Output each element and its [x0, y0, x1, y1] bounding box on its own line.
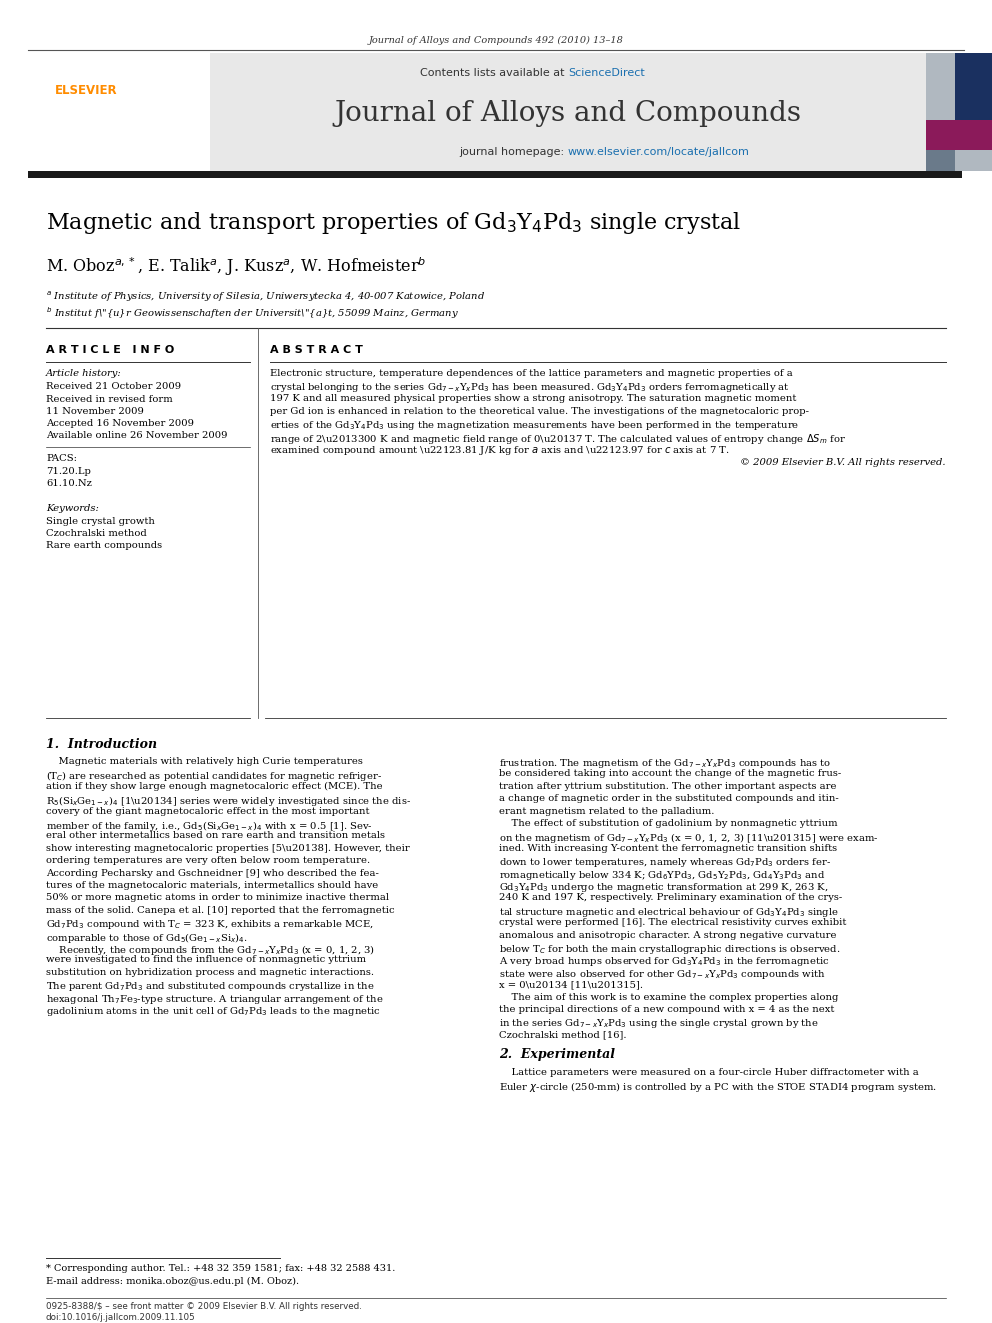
- Text: Gd$_7$Pd$_3$ compound with T$_C$ = 323 K, exhibits a remarkable MCE,: Gd$_7$Pd$_3$ compound with T$_C$ = 323 K…: [46, 918, 374, 931]
- Text: x = 0\u20134 [11\u201315].: x = 0\u20134 [11\u201315].: [499, 980, 643, 990]
- Text: doi:10.1016/j.jallcom.2009.11.105: doi:10.1016/j.jallcom.2009.11.105: [46, 1312, 195, 1322]
- Text: PACS:: PACS:: [46, 454, 77, 463]
- Bar: [28, 171, 962, 179]
- Text: Magnetic materials with relatively high Curie temperatures: Magnetic materials with relatively high …: [46, 757, 363, 766]
- Text: covery of the giant magnetocaloric effect in the most important: covery of the giant magnetocaloric effec…: [46, 807, 369, 815]
- Text: hexagonal Th$_7$Fe$_3$-type structure. A triangular arrangement of the: hexagonal Th$_7$Fe$_3$-type structure. A…: [46, 992, 384, 1005]
- Text: a change of magnetic order in the substituted compounds and itin-: a change of magnetic order in the substi…: [499, 794, 839, 803]
- Text: tal structure magnetic and electrical behaviour of Gd$_3$Y$_4$Pd$_3$ single: tal structure magnetic and electrical be…: [499, 906, 839, 918]
- Bar: [210, 53, 926, 171]
- Text: ELSEVIER: ELSEVIER: [55, 83, 118, 97]
- Text: Rare earth compounds: Rare earth compounds: [46, 541, 162, 550]
- Text: romagnetically below 334 K; Gd$_6$YPd$_3$, Gd$_5$Y$_2$Pd$_3$, Gd$_4$Y$_3$Pd$_3$ : romagnetically below 334 K; Gd$_6$YPd$_3…: [499, 869, 825, 881]
- Text: Journal of Alloys and Compounds 492 (2010) 13–18: Journal of Alloys and Compounds 492 (201…: [369, 36, 623, 45]
- Text: M. Oboz$^{a,*}$, E. Talik$^a$, J. Kusz$^a$, W. Hofmeister$^b$: M. Oboz$^{a,*}$, E. Talik$^a$, J. Kusz$^…: [46, 255, 427, 278]
- Text: Keywords:: Keywords:: [46, 504, 99, 513]
- Text: Czochralski method: Czochralski method: [46, 529, 147, 538]
- Text: Czochralski method [16].: Czochralski method [16].: [499, 1029, 627, 1039]
- Text: Electronic structure, temperature dependences of the lattice parameters and magn: Electronic structure, temperature depend…: [270, 369, 793, 378]
- Text: 61.10.Nz: 61.10.Nz: [46, 479, 92, 488]
- Text: gadolinium atoms in the unit cell of Gd$_7$Pd$_3$ leads to the magnetic: gadolinium atoms in the unit cell of Gd$…: [46, 1005, 381, 1017]
- Text: ordering temperatures are very often below room temperature.: ordering temperatures are very often bel…: [46, 856, 370, 865]
- Text: © 2009 Elsevier B.V. All rights reserved.: © 2009 Elsevier B.V. All rights reserved…: [740, 458, 946, 467]
- Text: Article history:: Article history:: [46, 369, 122, 378]
- Text: ined. With increasing Y-content the ferromagnetic transition shifts: ined. With increasing Y-content the ferr…: [499, 844, 837, 853]
- Text: R$_5$(Si$_x$Ge$_{1-x}$)$_4$ [1\u20134] series were widely investigated since the: R$_5$(Si$_x$Ge$_{1-x}$)$_4$ [1\u20134] s…: [46, 794, 411, 808]
- Text: the principal directions of a new compound with x = 4 as the next: the principal directions of a new compou…: [499, 1005, 834, 1013]
- Text: Magnetic and transport properties of Gd$_3$Y$_4$Pd$_3$ single crystal: Magnetic and transport properties of Gd$…: [46, 210, 741, 235]
- Text: ScienceDirect: ScienceDirect: [568, 67, 645, 78]
- Text: 0925-8388/$ – see front matter © 2009 Elsevier B.V. All rights reserved.: 0925-8388/$ – see front matter © 2009 El…: [46, 1302, 362, 1311]
- Text: erties of the Gd$_3$Y$_4$Pd$_3$ using the magnetization measurements have been p: erties of the Gd$_3$Y$_4$Pd$_3$ using th…: [270, 419, 800, 433]
- Text: below T$_C$ for both the main crystallographic directions is observed.: below T$_C$ for both the main crystallog…: [499, 943, 840, 957]
- Text: According Pecharsky and Gschneidner [9] who described the fea-: According Pecharsky and Gschneidner [9] …: [46, 869, 379, 877]
- Text: tures of the magnetocaloric materials, intermetallics should have: tures of the magnetocaloric materials, i…: [46, 881, 378, 890]
- Text: mass of the solid. Canepa et al. [10] reported that the ferromagnetic: mass of the solid. Canepa et al. [10] re…: [46, 906, 395, 914]
- Text: A R T I C L E   I N F O: A R T I C L E I N F O: [46, 345, 175, 355]
- Text: be considered taking into account the change of the magnetic frus-: be considered taking into account the ch…: [499, 770, 841, 778]
- Text: Received in revised form: Received in revised form: [46, 396, 173, 404]
- Text: $^b$ Institut f\"{u}r Geowissenschaften der Universit\"{a}t, 55099 Mainz, German: $^b$ Institut f\"{u}r Geowissenschaften …: [46, 306, 458, 320]
- Text: eral other intermetallics based on rare earth and transition metals: eral other intermetallics based on rare …: [46, 831, 385, 840]
- Text: show interesting magnetocaloric properties [5\u20138]. However, their: show interesting magnetocaloric properti…: [46, 844, 410, 853]
- Text: substitution on hybridization process and magnetic interactions.: substitution on hybridization process an…: [46, 968, 374, 976]
- Text: A very broad humps observed for Gd$_3$Y$_4$Pd$_3$ in the ferromagnetic: A very broad humps observed for Gd$_3$Y$…: [499, 955, 829, 968]
- Text: E-mail address: monika.oboz@us.edu.pl (M. Oboz).: E-mail address: monika.oboz@us.edu.pl (M…: [46, 1277, 300, 1286]
- Text: Available online 26 November 2009: Available online 26 November 2009: [46, 431, 227, 441]
- Text: Accepted 16 November 2009: Accepted 16 November 2009: [46, 419, 194, 429]
- Text: 197 K and all measured physical properties show a strong anisotropy. The saturat: 197 K and all measured physical properti…: [270, 394, 797, 404]
- Bar: [926, 53, 992, 171]
- Text: 71.20.Lp: 71.20.Lp: [46, 467, 91, 476]
- Bar: [926, 149, 955, 171]
- Text: (T$_C$) are researched as potential candidates for magnetic refriger-: (T$_C$) are researched as potential cand…: [46, 770, 382, 783]
- Text: member of the family, i.e., Gd$_5$(Si$_x$Ge$_{1-x}$)$_4$ with x = 0.5 [1]. Sev-: member of the family, i.e., Gd$_5$(Si$_x…: [46, 819, 373, 833]
- Text: The aim of this work is to examine the complex properties along: The aim of this work is to examine the c…: [499, 992, 838, 1002]
- Text: comparable to those of Gd$_5$(Ge$_{1-x}$Si$_x$)$_4$.: comparable to those of Gd$_5$(Ge$_{1-x}$…: [46, 930, 248, 945]
- Text: 50% or more magnetic atoms in order to minimize inactive thermal: 50% or more magnetic atoms in order to m…: [46, 893, 389, 902]
- Text: journal homepage:: journal homepage:: [459, 147, 568, 157]
- Bar: [926, 120, 992, 149]
- Text: crystal belonging to the series Gd$_{7-x}$Y$_x$Pd$_3$ has been measured. Gd$_3$Y: crystal belonging to the series Gd$_{7-x…: [270, 381, 790, 394]
- Text: $^a$ Institute of Physics, University of Silesia, Uniwersytecka 4, 40-007 Katowi: $^a$ Institute of Physics, University of…: [46, 290, 485, 304]
- Text: A B S T R A C T: A B S T R A C T: [270, 345, 363, 355]
- Text: down to lower temperatures, namely whereas Gd$_7$Pd$_3$ orders fer-: down to lower temperatures, namely where…: [499, 856, 831, 869]
- Text: 2.  Experimental: 2. Experimental: [499, 1048, 615, 1061]
- Text: state were also observed for other Gd$_{7-x}$Y$_x$Pd$_3$ compounds with: state were also observed for other Gd$_{…: [499, 968, 826, 980]
- Text: The effect of substitution of gadolinium by nonmagnetic yttrium: The effect of substitution of gadolinium…: [499, 819, 837, 828]
- Text: range of 2\u2013300 K and magnetic field range of 0\u20137 T. The calculated val: range of 2\u2013300 K and magnetic field…: [270, 431, 846, 446]
- Text: tration after yttrium substitution. The other important aspects are: tration after yttrium substitution. The …: [499, 782, 836, 791]
- Text: 1.  Introduction: 1. Introduction: [46, 738, 157, 751]
- Text: 11 November 2009: 11 November 2009: [46, 407, 144, 415]
- Text: * Corresponding author. Tel.: +48 32 359 1581; fax: +48 32 2588 431.: * Corresponding author. Tel.: +48 32 359…: [46, 1263, 396, 1273]
- Bar: [28, 53, 210, 171]
- Text: on the magnetism of Gd$_{7-x}$Y$_x$Pd$_3$ (x = 0, 1, 2, 3) [11\u201315] were exa: on the magnetism of Gd$_{7-x}$Y$_x$Pd$_3…: [499, 831, 879, 845]
- Text: ation if they show large enough magnetocaloric effect (MCE). The: ation if they show large enough magnetoc…: [46, 782, 383, 791]
- Text: anomalous and anisotropic character. A strong negative curvature: anomalous and anisotropic character. A s…: [499, 930, 836, 939]
- Text: examined compound amount \u22123.81 J/K kg for $a$ axis and \u22123.97 for $c$ a: examined compound amount \u22123.81 J/K …: [270, 445, 729, 456]
- Text: Received 21 October 2009: Received 21 October 2009: [46, 382, 182, 392]
- Text: Lattice parameters were measured on a four-circle Huber diffractometer with a: Lattice parameters were measured on a fo…: [499, 1068, 919, 1077]
- Text: frustration. The magnetism of the Gd$_{7-x}$Y$_x$Pd$_3$ compounds has to: frustration. The magnetism of the Gd$_{7…: [499, 757, 831, 770]
- Text: were investigated to find the influence of nonmagnetic yttrium: were investigated to find the influence …: [46, 955, 366, 964]
- Text: www.elsevier.com/locate/jallcom: www.elsevier.com/locate/jallcom: [568, 147, 750, 157]
- Text: The parent Gd$_7$Pd$_3$ and substituted compounds crystallize in the: The parent Gd$_7$Pd$_3$ and substituted …: [46, 980, 375, 994]
- Text: Recently, the compounds from the Gd$_{7-x}$Y$_x$Pd$_3$ (x = 0, 1, 2, 3): Recently, the compounds from the Gd$_{7-…: [46, 943, 375, 957]
- Text: Journal of Alloys and Compounds: Journal of Alloys and Compounds: [334, 101, 802, 127]
- Text: 240 K and 197 K, respectively. Preliminary examination of the crys-: 240 K and 197 K, respectively. Prelimina…: [499, 893, 842, 902]
- Text: Gd$_3$Y$_4$Pd$_3$ undergo the magnetic transformation at 299 K, 263 K,: Gd$_3$Y$_4$Pd$_3$ undergo the magnetic t…: [499, 881, 828, 894]
- Bar: [955, 53, 992, 120]
- Text: Euler $\chi$-circle (250-mm) is controlled by a PC with the STOE STADI4 program : Euler $\chi$-circle (250-mm) is controll…: [499, 1081, 937, 1094]
- Text: crystal were performed [16]. The electrical resistivity curves exhibit: crystal were performed [16]. The electri…: [499, 918, 846, 927]
- Text: Contents lists available at: Contents lists available at: [420, 67, 568, 78]
- Text: erant magnetism related to the palladium.: erant magnetism related to the palladium…: [499, 807, 714, 815]
- Text: per Gd ion is enhanced in relation to the theoretical value. The investigations : per Gd ion is enhanced in relation to th…: [270, 406, 809, 415]
- Text: Single crystal growth: Single crystal growth: [46, 517, 155, 527]
- Text: in the series Gd$_{7-x}$Y$_x$Pd$_3$ using the single crystal grown by the: in the series Gd$_{7-x}$Y$_x$Pd$_3$ usin…: [499, 1017, 818, 1031]
